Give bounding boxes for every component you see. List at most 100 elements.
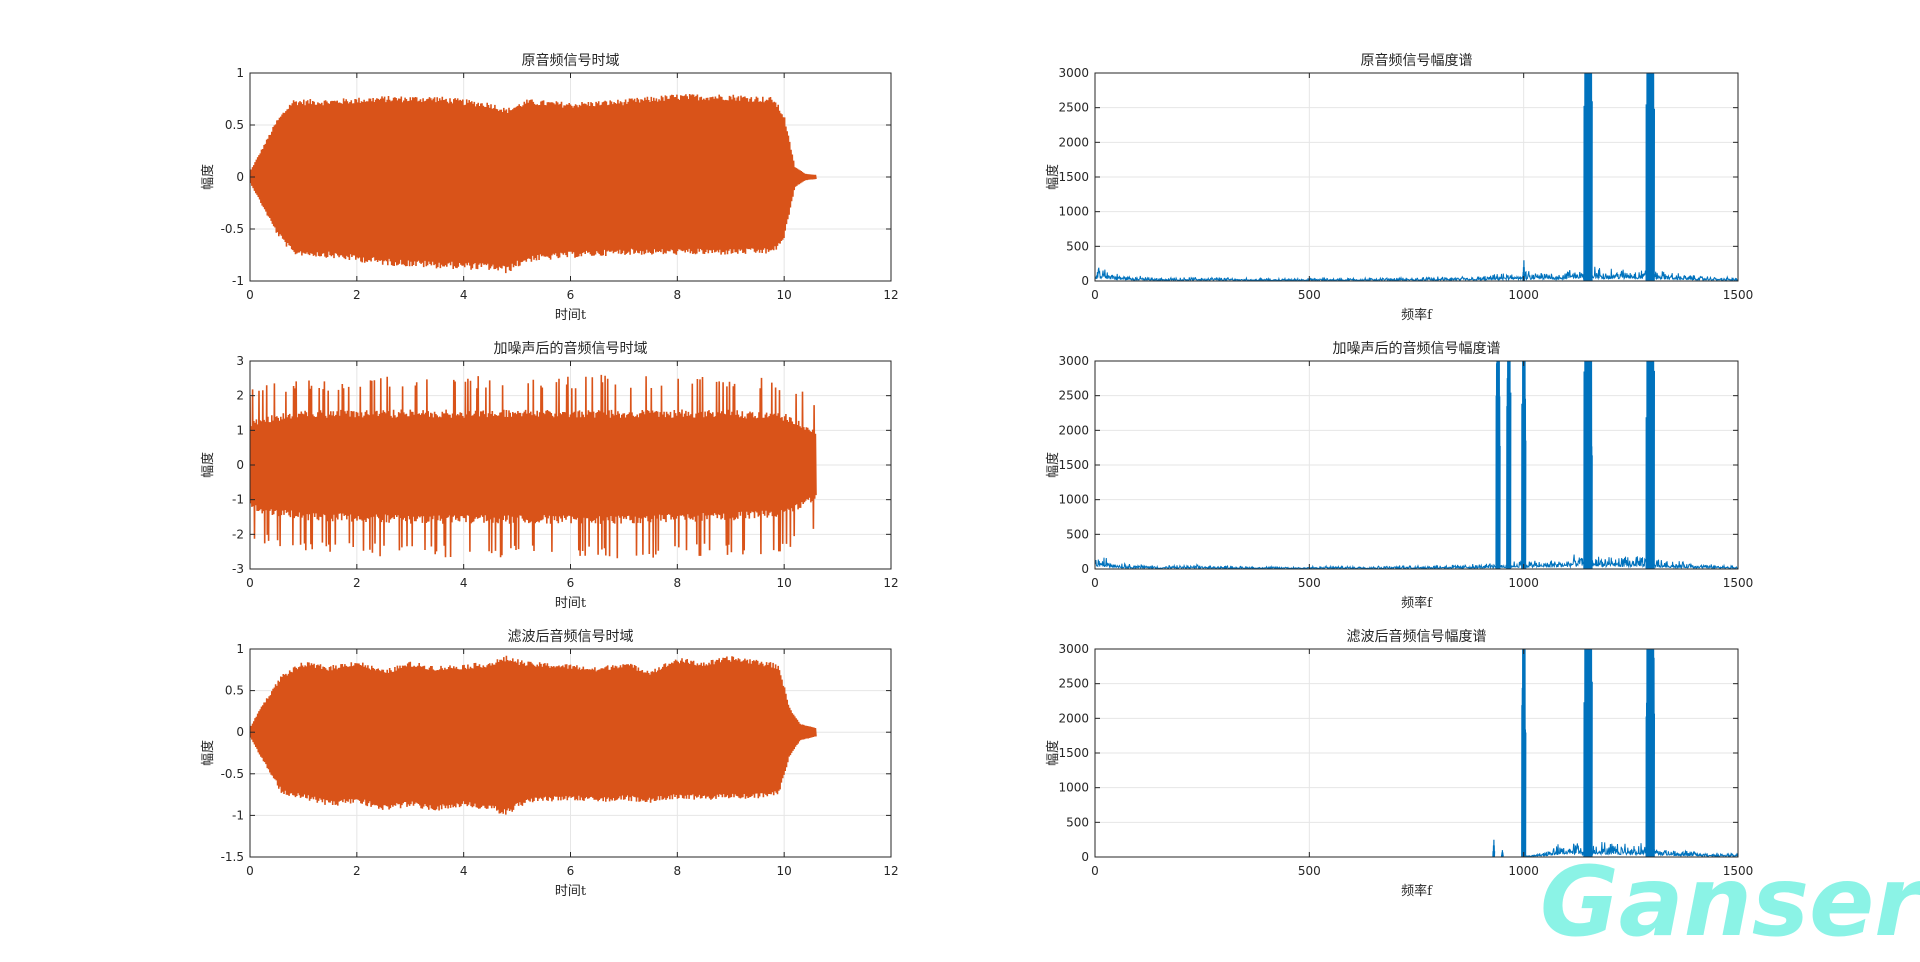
spectrum-peak — [1521, 649, 1527, 857]
tick-label-y: 0 — [1081, 274, 1089, 288]
tick-label-y: 1000 — [1058, 493, 1089, 507]
chart-title: 原音频信号时域 — [522, 52, 620, 69]
tick-label-y: 0 — [236, 170, 244, 184]
tick-label-y: 2000 — [1058, 711, 1089, 725]
tick-label-x: 500 — [1298, 864, 1321, 878]
tick-label-y: 0 — [236, 725, 244, 739]
spectrum-line — [1095, 553, 1738, 569]
spectrum-line — [1095, 841, 1738, 857]
chart-title: 滤波后音频信号幅度谱 — [1347, 628, 1487, 645]
tick-label-y: 1500 — [1058, 458, 1089, 472]
tick-label-x: 10 — [777, 288, 792, 302]
tick-label-y: 0 — [1081, 850, 1089, 864]
tick-label-x: 4 — [460, 864, 468, 878]
y-axis-label: 幅度 — [1045, 740, 1061, 766]
tick-label-x: 0 — [246, 576, 254, 590]
spectrum-peak — [1587, 361, 1593, 569]
tick-label-x: 1500 — [1723, 288, 1754, 302]
tick-label-y: 1000 — [1058, 205, 1089, 219]
tick-label-y: -0.5 — [221, 222, 244, 236]
data-layer — [250, 655, 817, 815]
tick-label-x: 0 — [246, 288, 254, 302]
x-axis-label: 频率f — [1401, 595, 1433, 611]
tick-label-y: 2000 — [1058, 135, 1089, 149]
y-axis-label: 幅度 — [200, 452, 216, 478]
tick-label-x: 0 — [246, 864, 254, 878]
data-layer — [1095, 649, 1738, 857]
waveform-line — [250, 374, 817, 559]
tick-label-y: 0.5 — [225, 684, 244, 698]
tick-label-x: 500 — [1298, 288, 1321, 302]
tick-label-y: 2500 — [1058, 101, 1089, 115]
tick-label-x: 8 — [674, 576, 682, 590]
tick-label-y: 3 — [236, 354, 244, 368]
spectrum-peak — [1649, 649, 1655, 857]
y-axis-label: 幅度 — [1045, 452, 1061, 478]
spectrum-peak — [1500, 850, 1504, 857]
tick-label-y: 1500 — [1058, 746, 1089, 760]
data-layer — [1095, 73, 1738, 281]
spectrum-peak — [1587, 73, 1593, 281]
tick-label-y: -1 — [232, 808, 244, 822]
spectrum-peak — [1587, 649, 1593, 857]
data-layer — [1095, 361, 1738, 569]
x-axis-label: 频率f — [1401, 307, 1433, 323]
chart-title: 原音频信号幅度谱 — [1361, 52, 1473, 69]
tick-label-x: 12 — [883, 576, 898, 590]
tick-label-x: 2 — [353, 864, 361, 878]
tick-label-x: 10 — [777, 864, 792, 878]
tick-label-y: -1 — [232, 493, 244, 507]
y-axis-label: 幅度 — [200, 164, 216, 190]
waveform-line — [250, 93, 817, 274]
tick-label-x: 1000 — [1508, 288, 1539, 302]
tick-label-x: 2 — [353, 576, 361, 590]
spectrum-peak — [1495, 361, 1501, 569]
tick-label-y: 0 — [236, 458, 244, 472]
tick-label-x: 1000 — [1508, 864, 1539, 878]
tick-label-y: 0 — [1081, 562, 1089, 576]
x-axis-label: 时间t — [555, 884, 587, 899]
spectrum-peak — [1649, 73, 1655, 281]
tick-label-y: 1500 — [1058, 170, 1089, 184]
tick-label-x: 4 — [460, 576, 468, 590]
subplot-filtered-spectrum: 0 500 1000 1500 0 500 1000 1500 2000 2500 3000 滤波后音… — [1045, 628, 1753, 899]
subplot-original-spectrum: 0 500 1000 1500 0 500 1000 1500 2000 2500 3000 原音频信… — [1045, 52, 1753, 323]
tick-label-y: 500 — [1066, 815, 1089, 829]
tick-label-x: 500 — [1298, 576, 1321, 590]
spectrum-peak — [1649, 361, 1655, 569]
tick-label-y: 1 — [236, 66, 244, 80]
tick-label-x: 0 — [1091, 864, 1099, 878]
subplot-noisy-spectrum: 0 500 1000 1500 0 500 1000 1500 2000 2500 3000 加噪声后… — [1045, 340, 1753, 611]
waveform-line — [250, 655, 817, 815]
spectrum-line — [1095, 266, 1738, 281]
spectrum-peak — [1492, 839, 1496, 857]
tick-label-x: 6 — [567, 288, 575, 302]
tick-label-y: 2500 — [1058, 677, 1089, 691]
tick-label-x: 6 — [567, 864, 575, 878]
data-layer — [250, 374, 817, 559]
tick-label-y: 3000 — [1058, 66, 1089, 80]
tick-label-y: 2000 — [1058, 423, 1089, 437]
tick-label-y: -1.5 — [221, 850, 244, 864]
spectrum-peak — [1506, 361, 1512, 569]
tick-label-y: 3000 — [1058, 354, 1089, 368]
y-axis-label: 幅度 — [200, 740, 216, 766]
tick-label-y: -3 — [232, 562, 244, 576]
tick-label-y: 1000 — [1058, 781, 1089, 795]
chart-title: 滤波后音频信号时域 — [508, 628, 634, 645]
tick-label-y: 1 — [236, 423, 244, 437]
spectrum-peak — [1521, 361, 1527, 569]
x-axis-label: 时间t — [555, 308, 587, 323]
tick-label-x: 0 — [1091, 288, 1099, 302]
tick-label-y: 1 — [236, 642, 244, 656]
tick-label-x: 8 — [674, 864, 682, 878]
chart-title: 加噪声后的音频信号幅度谱 — [1333, 340, 1501, 357]
tick-label-x: 12 — [883, 288, 898, 302]
tick-label-x: 6 — [567, 576, 575, 590]
tick-label-y: 0.5 — [225, 118, 244, 132]
y-axis-label: 幅度 — [1045, 164, 1061, 190]
